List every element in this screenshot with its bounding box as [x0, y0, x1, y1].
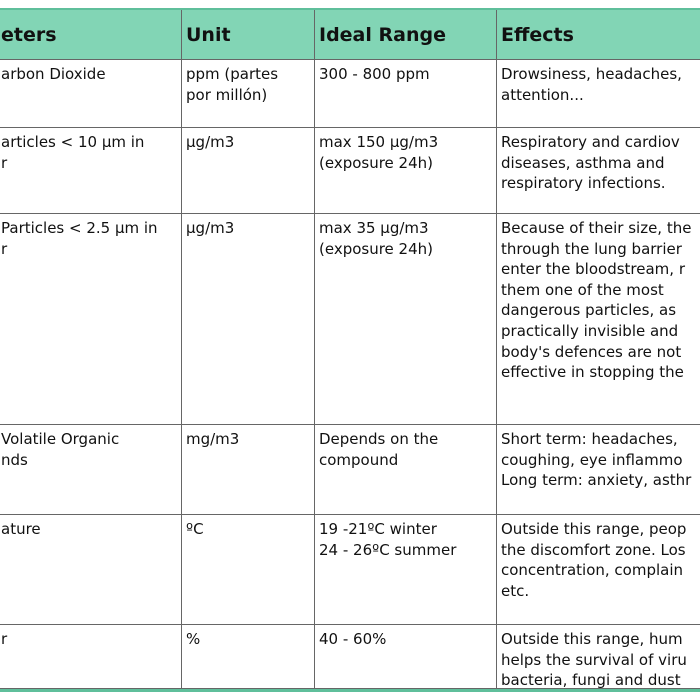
header-cell: Effects [497, 10, 700, 60]
table-cell: Depends on the compound [315, 425, 497, 515]
top-border [0, 8, 700, 10]
table-cell: Outside this range, hum helps the surviv… [497, 625, 700, 689]
table-cell: ppm (partes por millón) [182, 60, 315, 128]
table-cell: articles < 10 µm in r [0, 128, 182, 214]
table-cell: ºC [182, 515, 315, 625]
table-cell: r [0, 625, 182, 689]
table-cell: Volatile Organic nds [0, 425, 182, 515]
table-cell: Because of their size, the through the l… [497, 214, 700, 425]
table-cell: µg/m3 [182, 128, 315, 214]
header-cell: Ideal Range [315, 10, 497, 60]
table-cell: mg/m3 [182, 425, 315, 515]
table-cell: µg/m3 [182, 214, 315, 425]
header-cell: eters [0, 10, 182, 60]
table-cell: 40 - 60% [315, 625, 497, 689]
table-cell: Outside this range, peop the discomfort … [497, 515, 700, 625]
bottom-border [0, 689, 700, 692]
table-cell: arbon Dioxide [0, 60, 182, 128]
table-cell: Respiratory and cardiov diseases, asthma… [497, 128, 700, 214]
table-cell: % [182, 625, 315, 689]
table-cell: Drowsiness, headaches, attention... [497, 60, 700, 128]
table-cell: 300 - 800 ppm [315, 60, 497, 128]
table-cell: max 150 µg/m3 (exposure 24h) [315, 128, 497, 214]
table-cell: Particles < 2.5 µm in r [0, 214, 182, 425]
table-cell: max 35 µg/m3 (exposure 24h) [315, 214, 497, 425]
table-cell: Short term: headaches, coughing, eye inf… [497, 425, 700, 515]
header-cell: Unit [182, 10, 315, 60]
table-cell: 19 -21ºC winter 24 - 26ºC summer [315, 515, 497, 625]
table-cell: ature [0, 515, 182, 625]
